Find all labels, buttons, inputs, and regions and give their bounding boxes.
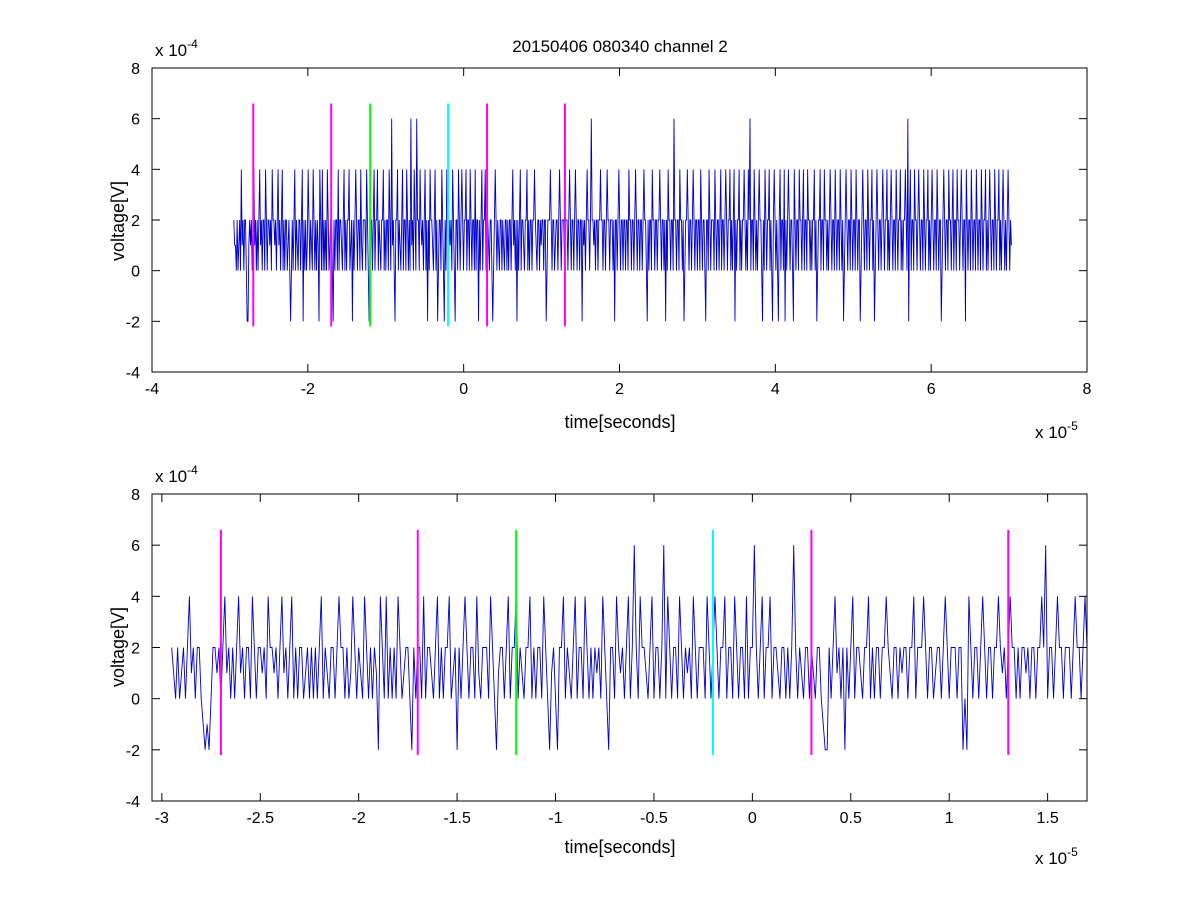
bottom-x-tick-label: 0 — [748, 810, 757, 827]
bottom-x-tick-label: -2 — [352, 810, 366, 827]
top-x-tick-label: 6 — [927, 381, 936, 398]
bottom-y-tick-label: 6 — [131, 538, 140, 555]
bottom-x-multiplier-base: x 10 — [1035, 849, 1067, 868]
top-markers — [252, 103, 566, 327]
bottom-y-tick-label: 8 — [131, 487, 140, 504]
bottom-x-tick-label: -1 — [548, 810, 562, 827]
top-x-ticks: -4 -2 0 2 4 6 8 — [145, 68, 1092, 398]
bottom-x-tick-label: -3 — [155, 810, 169, 827]
top-axes: 20150406 080340 channel 2 -4 -2 0 2 4 6 8 -4 -2… — [108, 37, 1092, 442]
top-signal-trace — [233, 118, 1012, 322]
bottom-x-tick-label: 0.5 — [840, 810, 862, 827]
top-x-tick-label: 0 — [459, 381, 468, 398]
top-y-tick-label: 8 — [131, 61, 140, 78]
top-x-tick-label: 4 — [771, 381, 780, 398]
top-y-tick-label: 0 — [131, 264, 140, 281]
bottom-y-tick-label: 4 — [131, 589, 140, 606]
top-y-ticks: -4 -2 0 2 4 6 8 — [126, 61, 1087, 382]
top-y-tick-label: 6 — [131, 112, 140, 129]
top-x-tick-label: 8 — [1083, 381, 1092, 398]
top-x-multiplier-exponent: -5 — [1067, 419, 1078, 433]
top-y-tick-label: 2 — [131, 213, 140, 230]
bottom-x-tick-label: -1.5 — [443, 810, 471, 827]
bottom-y-tick-label: 0 — [131, 692, 140, 709]
top-chart-title: 20150406 080340 channel 2 — [512, 37, 728, 56]
bottom-y-ticks: -4 -2 0 2 4 6 8 — [126, 487, 1087, 811]
bottom-y-multiplier: x 10-4 — [155, 463, 198, 486]
bottom-x-ticks: -3 -2.5 -2 -1.5 -1 -0.5 0 0.5 1 1.5 — [155, 494, 1059, 827]
top-y-multiplier: x 10-4 — [155, 37, 198, 60]
top-x-tick-label: -2 — [301, 381, 315, 398]
top-y-multiplier-exponent: -4 — [187, 37, 198, 51]
bottom-x-multiplier-exponent: -5 — [1067, 845, 1078, 859]
bottom-y-tick-label: -2 — [126, 743, 140, 760]
top-y-tick-label: 4 — [131, 162, 140, 179]
bottom-y-tick-label: -4 — [126, 794, 140, 811]
top-x-tick-label: -4 — [145, 381, 159, 398]
top-x-multiplier-base: x 10 — [1035, 423, 1067, 442]
bottom-signal — [171, 545, 1088, 751]
top-x-tick-label: 2 — [615, 381, 624, 398]
top-x-multiplier: x 10-5 — [1035, 419, 1078, 442]
top-y-axis-label: voltage[V] — [108, 181, 128, 261]
bottom-axes: -3 -2.5 -2 -1.5 -1 -0.5 0 0.5 1 1.5 -4 -2 0 2 4 6 8 tim… — [108, 463, 1088, 868]
top-y-multiplier-base: x 10 — [155, 41, 187, 60]
bottom-y-multiplier-base: x 10 — [155, 467, 187, 486]
top-x-axis-label: time[seconds] — [564, 412, 675, 432]
top-y-tick-label: -4 — [126, 365, 140, 382]
bottom-signal-trace — [171, 545, 1088, 751]
top-signal — [233, 118, 1012, 322]
bottom-y-multiplier-exponent: -4 — [187, 463, 198, 477]
bottom-y-tick-label: 2 — [131, 641, 140, 658]
bottom-x-tick-label: 1.5 — [1037, 810, 1059, 827]
bottom-x-tick-label: -2.5 — [246, 810, 274, 827]
top-y-tick-label: -2 — [126, 314, 140, 331]
bottom-x-multiplier: x 10-5 — [1035, 845, 1078, 868]
bottom-x-tick-label: 1 — [945, 810, 954, 827]
bottom-x-tick-label: -0.5 — [640, 810, 668, 827]
bottom-markers — [219, 529, 1010, 755]
bottom-y-axis-label: voltage[V] — [108, 607, 128, 687]
bottom-x-axis-label: time[seconds] — [564, 837, 675, 857]
